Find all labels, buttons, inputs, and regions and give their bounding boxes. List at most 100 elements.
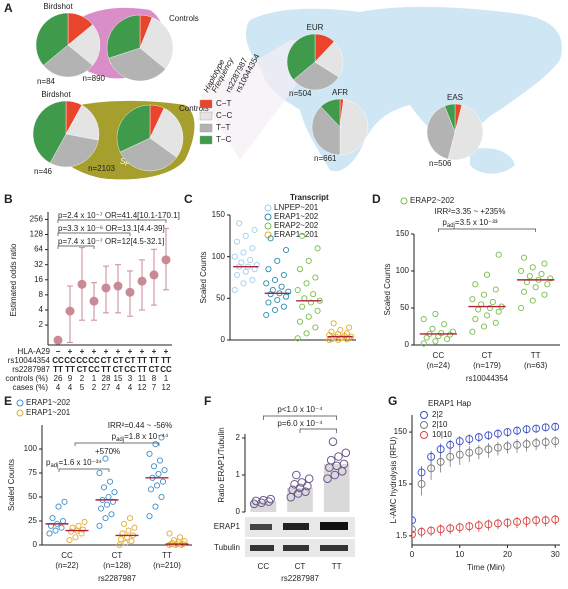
data-point bbox=[455, 523, 464, 532]
row-label: cases (%) bbox=[12, 383, 48, 392]
pie-label: EAS bbox=[447, 93, 463, 102]
data-point bbox=[544, 281, 551, 288]
data-point bbox=[492, 319, 499, 326]
data-point bbox=[153, 482, 161, 489]
data-point bbox=[125, 527, 132, 534]
row-cell: CC bbox=[52, 356, 64, 365]
y-tick-label: 256 bbox=[30, 215, 44, 224]
x-axis-label: rs2287987 bbox=[281, 574, 319, 583]
data-point bbox=[541, 438, 550, 447]
data-point bbox=[489, 299, 496, 306]
data-point bbox=[472, 316, 479, 323]
panel-label: D bbox=[372, 192, 381, 206]
data-point bbox=[427, 526, 436, 535]
data-point bbox=[149, 270, 159, 280]
pie-n: n=661 bbox=[314, 154, 337, 163]
data-point bbox=[122, 540, 129, 547]
legend-label: T−T bbox=[216, 123, 231, 132]
data-point bbox=[158, 493, 165, 501]
y-tick-label: 50 bbox=[400, 303, 409, 312]
blot-band bbox=[320, 522, 348, 530]
data-point bbox=[532, 439, 541, 448]
data-point bbox=[77, 279, 87, 289]
data-point bbox=[328, 328, 335, 335]
data-point bbox=[427, 452, 436, 461]
row-cell: 4 bbox=[128, 383, 133, 392]
data-point bbox=[522, 440, 531, 449]
row-cell: 11 bbox=[138, 374, 147, 383]
bracket bbox=[57, 232, 131, 236]
data-point bbox=[52, 527, 59, 534]
panel-label: E bbox=[4, 394, 12, 408]
data-point bbox=[264, 497, 274, 506]
x-tick-sublabel: (n=128) bbox=[103, 561, 131, 570]
data-point bbox=[240, 249, 247, 256]
y-tick-label: 2 bbox=[39, 320, 44, 329]
pie-slice bbox=[149, 107, 184, 158]
data-point bbox=[128, 538, 135, 545]
annotation: IRR²=3.35 ~ +235% bbox=[435, 207, 506, 216]
data-point bbox=[249, 276, 256, 284]
row-cell: 7 bbox=[152, 383, 157, 392]
data-point bbox=[296, 318, 303, 325]
data-point bbox=[283, 246, 290, 254]
data-point bbox=[269, 286, 276, 294]
pie-n: n=506 bbox=[429, 159, 452, 168]
bracket bbox=[74, 442, 160, 446]
legend-title: ERAP1 Hap bbox=[428, 399, 472, 408]
legend-swatch bbox=[199, 111, 213, 121]
row-label: controls (%) bbox=[5, 374, 48, 383]
data-point bbox=[314, 307, 321, 314]
data-point bbox=[312, 274, 319, 281]
row-cell: TT bbox=[65, 365, 75, 374]
data-point bbox=[72, 534, 79, 541]
plot-area bbox=[412, 422, 560, 540]
bracket bbox=[58, 468, 110, 472]
data-point bbox=[155, 470, 162, 478]
bracket bbox=[299, 428, 338, 433]
data-point bbox=[483, 312, 491, 319]
data-point bbox=[65, 306, 75, 316]
pie-slice bbox=[43, 44, 93, 78]
x-tick-label: CT bbox=[295, 562, 306, 571]
data-point bbox=[518, 267, 525, 275]
annotation: p=3.3 x 10⁻⁶ OR=13.1[4.4-39] bbox=[58, 224, 165, 233]
data-point bbox=[253, 261, 260, 269]
data-point bbox=[59, 517, 67, 525]
data-point bbox=[267, 235, 274, 242]
row-cell: 26 bbox=[54, 374, 63, 383]
row-cell: 2 bbox=[92, 383, 97, 392]
data-point bbox=[231, 253, 238, 260]
data-point bbox=[541, 516, 550, 525]
legend-label: 2|10 bbox=[432, 420, 448, 429]
world-map bbox=[470, 148, 515, 174]
x-tick-label: TT bbox=[332, 562, 342, 571]
row-cell: CC bbox=[76, 356, 88, 365]
pie-slice bbox=[35, 12, 69, 66]
x-tick-sublabel: (n=179) bbox=[473, 361, 501, 370]
row-cell: − bbox=[56, 347, 61, 356]
row-cell: 9 bbox=[68, 374, 73, 383]
data-point bbox=[113, 281, 123, 291]
data-point bbox=[299, 303, 306, 310]
row-cell: 2 bbox=[80, 374, 85, 383]
legend-label: LNPEP~201 bbox=[274, 203, 319, 212]
pie-n: n=890 bbox=[83, 74, 106, 83]
row-cell: 4 bbox=[56, 383, 61, 392]
legend-label: ERAP1~202 bbox=[274, 212, 319, 221]
legend-marker bbox=[16, 399, 24, 407]
legend-marker bbox=[400, 197, 408, 205]
legend-label: ERAP1~201 bbox=[26, 408, 71, 417]
pie-label: EUR bbox=[307, 23, 324, 32]
annotation: padj=1.8 x 10⁻⁴⁴ bbox=[112, 432, 169, 442]
data-point bbox=[541, 260, 548, 267]
data-point bbox=[420, 316, 427, 323]
data-point bbox=[532, 284, 539, 291]
data-point bbox=[417, 468, 426, 477]
row-cell: CC bbox=[124, 365, 136, 374]
data-point bbox=[125, 287, 135, 297]
pie-slice bbox=[286, 33, 316, 81]
panel-label: C bbox=[184, 192, 193, 206]
data-point bbox=[150, 463, 158, 470]
data-point bbox=[49, 515, 56, 522]
